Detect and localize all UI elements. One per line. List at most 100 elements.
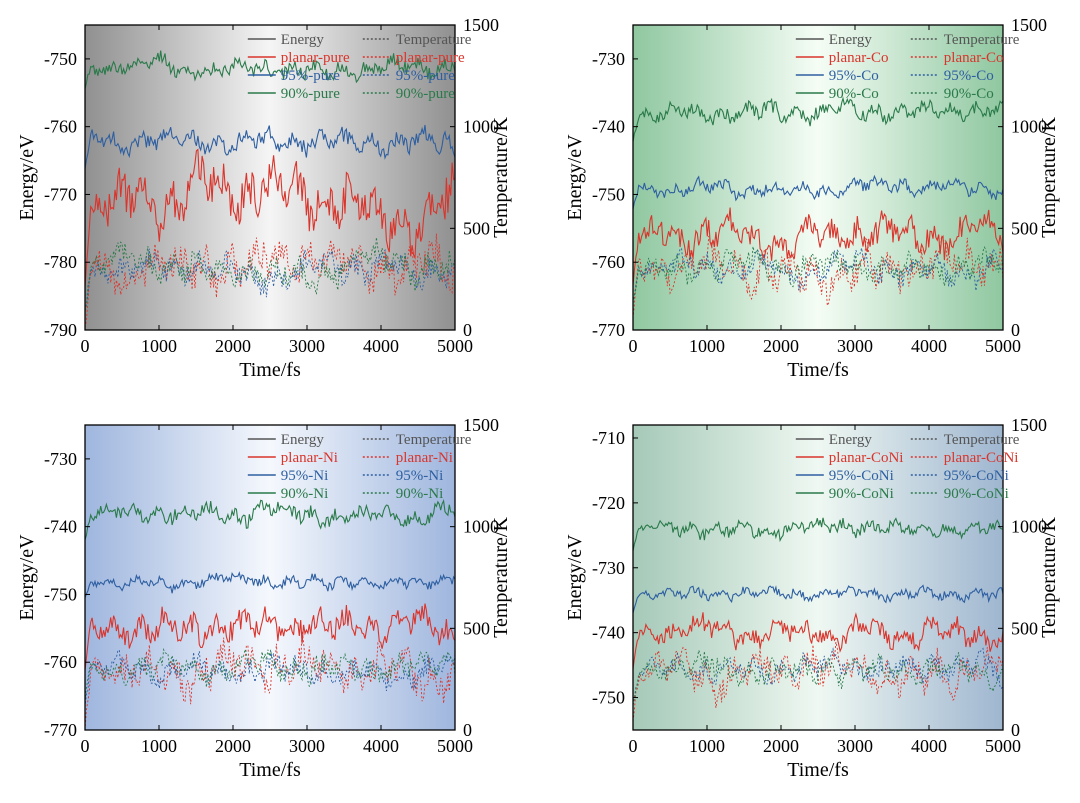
legend-label: 95%-CoNi	[828, 468, 893, 484]
x-tick-label: 2000	[763, 736, 799, 756]
legend-label: 95%-Co	[828, 68, 878, 84]
y-left-tick-label: -750	[44, 584, 77, 604]
x-tick-label: 2000	[215, 336, 251, 356]
y-left-tick-label: -770	[44, 184, 77, 204]
legend-label: planar-pure	[396, 50, 465, 66]
y-left-tick-label: -760	[44, 652, 77, 672]
legend-label: 90%-CoNi	[828, 486, 893, 502]
x-axis-label: Time/fs	[239, 359, 301, 380]
legend-label: Energy	[828, 32, 872, 48]
panel-co: 010002000300040005000-770-760-750-740-73…	[558, 10, 1068, 380]
legend-label: Temperature	[943, 32, 1019, 48]
legend-label: 95%-Co	[943, 68, 993, 84]
y-left-tick-label: -770	[592, 320, 625, 340]
y-right-axis-label: Temperature/K	[1038, 517, 1060, 638]
legend-label: planar-CoNi	[943, 450, 1018, 466]
y-left-tick-label: -750	[592, 184, 625, 204]
legend-label: 90%-Co	[943, 86, 993, 102]
legend-label: Temperature	[396, 432, 472, 448]
y-right-axis-label: Temperature/K	[490, 517, 512, 638]
legend-label: 95%-CoNi	[943, 468, 1008, 484]
y-right-axis-label: Temperature/K	[1038, 117, 1060, 238]
y-right-tick-label: 0	[463, 320, 472, 340]
y-left-axis-label: Energy/eV	[564, 134, 586, 221]
legend-label: Temperature	[396, 32, 472, 48]
x-tick-label: 2000	[215, 736, 251, 756]
legend-label: Energy	[281, 432, 325, 448]
x-axis-label: Time/fs	[787, 759, 849, 780]
y-left-axis-label: Energy/eV	[16, 534, 38, 621]
y-right-tick-label: 0	[463, 720, 472, 740]
x-tick-label: 1000	[141, 336, 177, 356]
y-left-axis-label: Energy/eV	[16, 134, 38, 221]
x-tick-label: 1000	[689, 736, 725, 756]
y-left-tick-label: -740	[592, 117, 625, 137]
chart-grid: 010002000300040005000-790-780-770-760-75…	[10, 10, 1070, 780]
legend-label: Energy	[828, 432, 872, 448]
legend-label: planar-Co	[943, 50, 1003, 66]
legend-label: 95%-Ni	[396, 468, 444, 484]
y-left-tick-label: -770	[44, 720, 77, 740]
x-tick-label: 1000	[141, 736, 177, 756]
legend-label: 95%-Ni	[281, 468, 329, 484]
legend-label: 90%-pure	[396, 86, 455, 102]
x-tick-label: 3000	[289, 336, 325, 356]
legend-label: 90%-Ni	[281, 486, 329, 502]
y-left-tick-label: -710	[592, 428, 625, 448]
chart-svg: 010002000300040005000-790-780-770-760-75…	[10, 10, 520, 380]
legend-label: planar-CoNi	[828, 450, 903, 466]
y-left-axis-label: Energy/eV	[564, 534, 586, 621]
x-tick-label: 4000	[363, 336, 399, 356]
chart-svg: 010002000300040005000-770-760-750-740-73…	[10, 410, 520, 780]
y-right-tick-label: 500	[463, 618, 490, 638]
panel-coni: 010002000300040005000-750-740-730-720-71…	[558, 410, 1068, 780]
x-tick-label: 2000	[763, 336, 799, 356]
x-axis-label: Time/fs	[787, 359, 849, 380]
y-left-tick-label: -740	[44, 517, 77, 537]
legend-label: 95%-pure	[281, 68, 340, 84]
y-left-tick-label: -790	[44, 320, 77, 340]
x-tick-label: 4000	[911, 736, 947, 756]
x-tick-label: 0	[628, 736, 637, 756]
legend-label: 90%-Co	[828, 86, 878, 102]
y-left-tick-label: -760	[592, 252, 625, 272]
x-tick-label: 3000	[837, 336, 873, 356]
y-right-tick-label: 0	[1011, 320, 1020, 340]
legend-label: planar-Ni	[281, 450, 338, 466]
legend-label: planar-pure	[281, 50, 350, 66]
y-left-tick-label: -730	[592, 49, 625, 69]
y-right-axis-label: Temperature/K	[490, 117, 512, 238]
x-tick-label: 0	[81, 736, 90, 756]
chart-svg: 010002000300040005000-750-740-730-720-71…	[558, 410, 1068, 780]
y-right-tick-label: 500	[1011, 218, 1038, 238]
x-tick-label: 3000	[289, 736, 325, 756]
panel-pure: 010002000300040005000-790-780-770-760-75…	[10, 10, 520, 380]
y-left-tick-label: -720	[592, 493, 625, 513]
y-right-tick-label: 500	[1011, 618, 1038, 638]
y-left-tick-label: -750	[44, 49, 77, 69]
legend-label: 95%-pure	[396, 68, 455, 84]
y-right-tick-label: 0	[1011, 720, 1020, 740]
legend-label: planar-Ni	[396, 450, 453, 466]
x-tick-label: 3000	[837, 736, 873, 756]
legend-label: Temperature	[943, 432, 1019, 448]
x-tick-label: 0	[628, 336, 637, 356]
x-tick-label: 4000	[363, 736, 399, 756]
chart-svg: 010002000300040005000-770-760-750-740-73…	[558, 10, 1068, 380]
x-tick-label: 4000	[911, 336, 947, 356]
y-left-tick-label: -780	[44, 252, 77, 272]
x-axis-label: Time/fs	[239, 759, 301, 780]
y-left-tick-label: -750	[592, 688, 625, 708]
y-left-tick-label: -730	[44, 449, 77, 469]
y-left-tick-label: -730	[592, 558, 625, 578]
y-left-tick-label: -740	[592, 623, 625, 643]
x-tick-label: 0	[81, 336, 90, 356]
panel-ni: 010002000300040005000-770-760-750-740-73…	[10, 410, 520, 780]
legend-label: 90%-Ni	[396, 486, 444, 502]
legend-label: Energy	[281, 32, 325, 48]
y-right-tick-label: 500	[463, 218, 490, 238]
legend-label: planar-Co	[828, 50, 888, 66]
legend-label: 90%-CoNi	[943, 486, 1008, 502]
x-tick-label: 1000	[689, 336, 725, 356]
y-left-tick-label: -760	[44, 117, 77, 137]
